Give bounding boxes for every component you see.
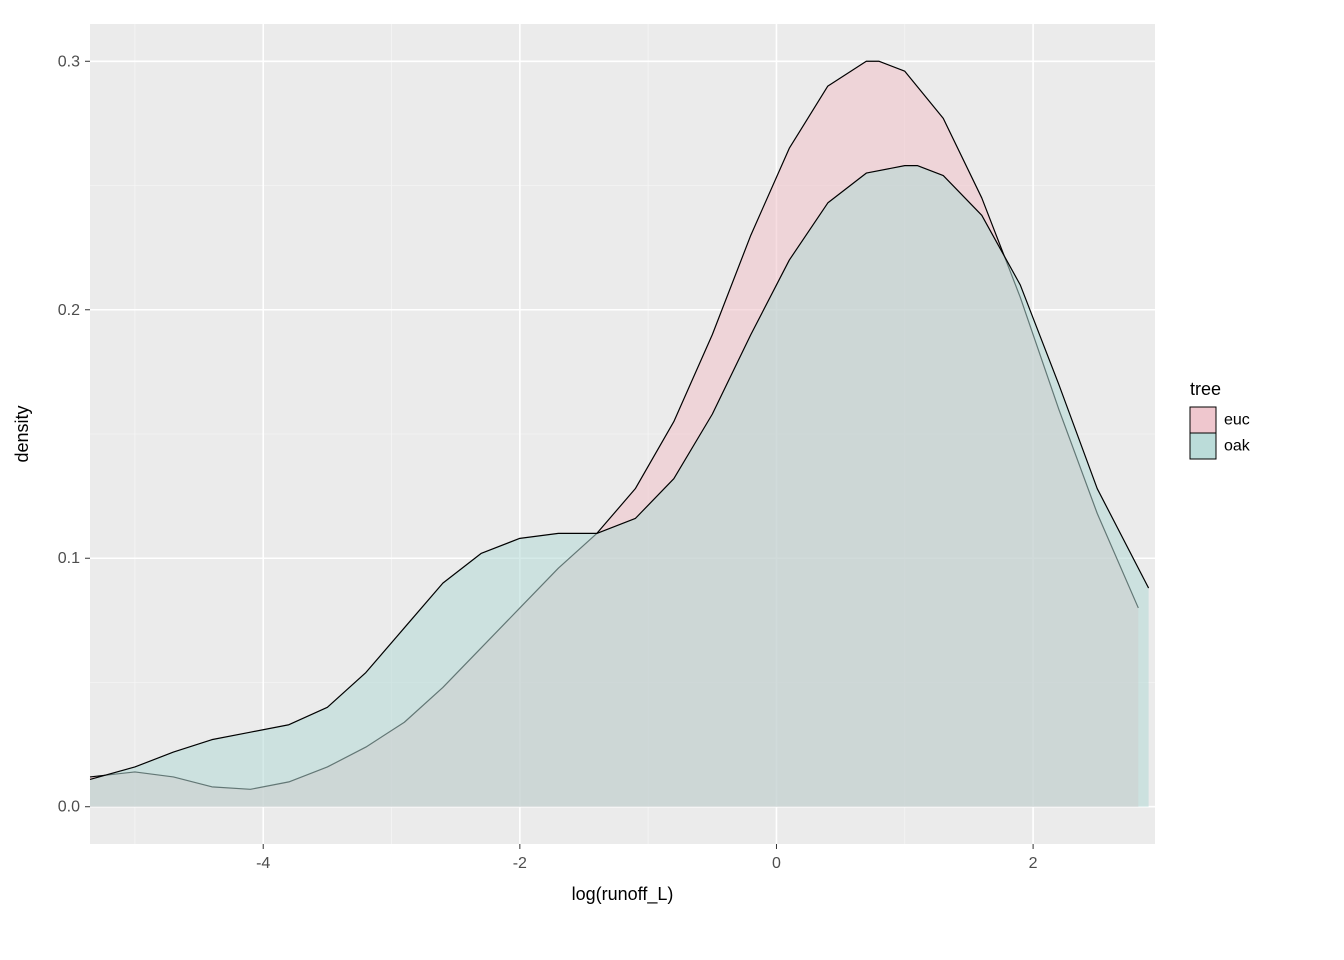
legend: treeeuc oak bbox=[1190, 379, 1251, 459]
legend-label: euc bbox=[1224, 412, 1250, 429]
y-axis-title: density bbox=[12, 405, 32, 462]
legend-key-oak bbox=[1190, 433, 1216, 459]
y-tick-label: 0.2 bbox=[58, 302, 80, 319]
chart-svg: -4 -2 0 2 0.0 0.1 0.2 0.3 log(runoff_L) density tr… bbox=[0, 0, 1344, 960]
density-plot: -4 -2 0 2 0.0 0.1 0.2 0.3 log(runoff_L) density tr… bbox=[0, 0, 1344, 960]
legend-label: oak bbox=[1224, 438, 1251, 455]
x-tick-label: -2 bbox=[513, 855, 527, 872]
y-tick-label: 0.1 bbox=[58, 550, 80, 567]
x-tick-label: 0 bbox=[772, 855, 781, 872]
x-tick-label: -4 bbox=[256, 855, 270, 872]
y-tick-label: 0.0 bbox=[58, 799, 80, 816]
y-tick-label: 0.3 bbox=[58, 53, 80, 70]
x-tick-label: 2 bbox=[1029, 855, 1038, 872]
x-axis-title: log(runoff_L) bbox=[572, 884, 674, 905]
legend-key-euc bbox=[1190, 407, 1216, 433]
legend-title: tree bbox=[1190, 379, 1221, 399]
